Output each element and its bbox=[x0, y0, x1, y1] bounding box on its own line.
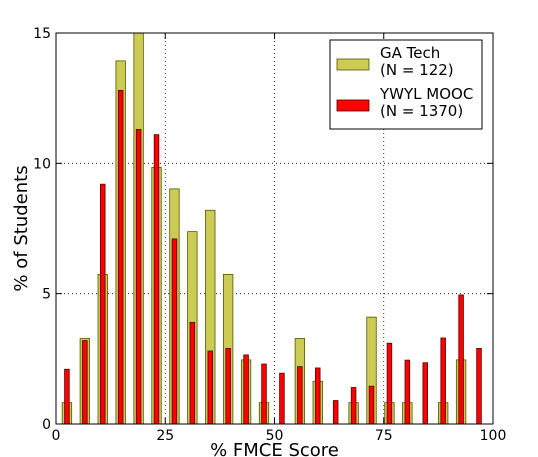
bar-ywyl-mooc bbox=[261, 363, 267, 425]
y-axis-label: % of Students bbox=[11, 165, 32, 291]
legend-label: (N = 1370) bbox=[380, 102, 463, 120]
bar-ywyl-mooc bbox=[243, 354, 249, 425]
x-tick-label: 50 bbox=[266, 428, 284, 444]
y-tick-label: 0 bbox=[42, 417, 51, 433]
y-tick-label: 5 bbox=[42, 287, 51, 303]
y-tick-label: 10 bbox=[33, 156, 51, 172]
bar-ywyl-mooc bbox=[350, 387, 357, 425]
x-tick-label: 0 bbox=[52, 428, 61, 444]
bar-ywyl-mooc bbox=[332, 400, 339, 425]
bar-ywyl-mooc bbox=[189, 321, 196, 425]
bar-ywyl-mooc bbox=[82, 340, 88, 425]
legend-label: GA Tech bbox=[380, 44, 440, 62]
bar-ywyl-mooc bbox=[100, 183, 106, 425]
bar-ywyl-mooc bbox=[422, 362, 428, 425]
x-tick-label: 100 bbox=[480, 428, 507, 444]
legend-label: YWYL MOOC bbox=[379, 85, 473, 103]
bar-ywyl-mooc bbox=[476, 348, 482, 425]
bar-ywyl-mooc bbox=[297, 366, 303, 425]
bar-ywyl-mooc bbox=[404, 359, 411, 425]
y-tick-label: 15 bbox=[33, 26, 51, 42]
bar-ywyl-mooc bbox=[458, 294, 464, 425]
x-tick-label: 25 bbox=[156, 428, 174, 444]
axis-ticks: 0 25 50 75 100 0 5 10 15 bbox=[33, 26, 506, 444]
bar-ywyl-mooc bbox=[135, 129, 142, 425]
bar-ywyl-mooc bbox=[207, 350, 213, 425]
legend: GA Tech(N = 122) YWYL MOOC(N = 1370) bbox=[329, 39, 483, 130]
bar-ywyl-mooc bbox=[117, 89, 124, 425]
bar-ywyl-mooc bbox=[315, 367, 321, 425]
legend-label: (N = 122) bbox=[380, 61, 454, 79]
x-axis-label: % FMCE Score bbox=[210, 440, 339, 457]
legend-swatch bbox=[336, 58, 370, 71]
bar-ywyl-mooc bbox=[64, 368, 70, 425]
x-tick-label: 75 bbox=[375, 428, 393, 444]
bar-ywyl-mooc bbox=[368, 385, 375, 425]
bar-ywyl-mooc bbox=[153, 134, 160, 425]
bar-ywyl-mooc bbox=[386, 342, 393, 425]
grid-lines bbox=[56, 33, 493, 424]
bar-ywyl-mooc bbox=[225, 348, 231, 425]
bar-ywyl-mooc bbox=[279, 372, 285, 425]
legend-box bbox=[329, 39, 483, 130]
bar-ywyl-mooc bbox=[440, 337, 446, 425]
bar-ywyl-mooc bbox=[171, 238, 178, 425]
legend-swatch bbox=[336, 99, 370, 112]
